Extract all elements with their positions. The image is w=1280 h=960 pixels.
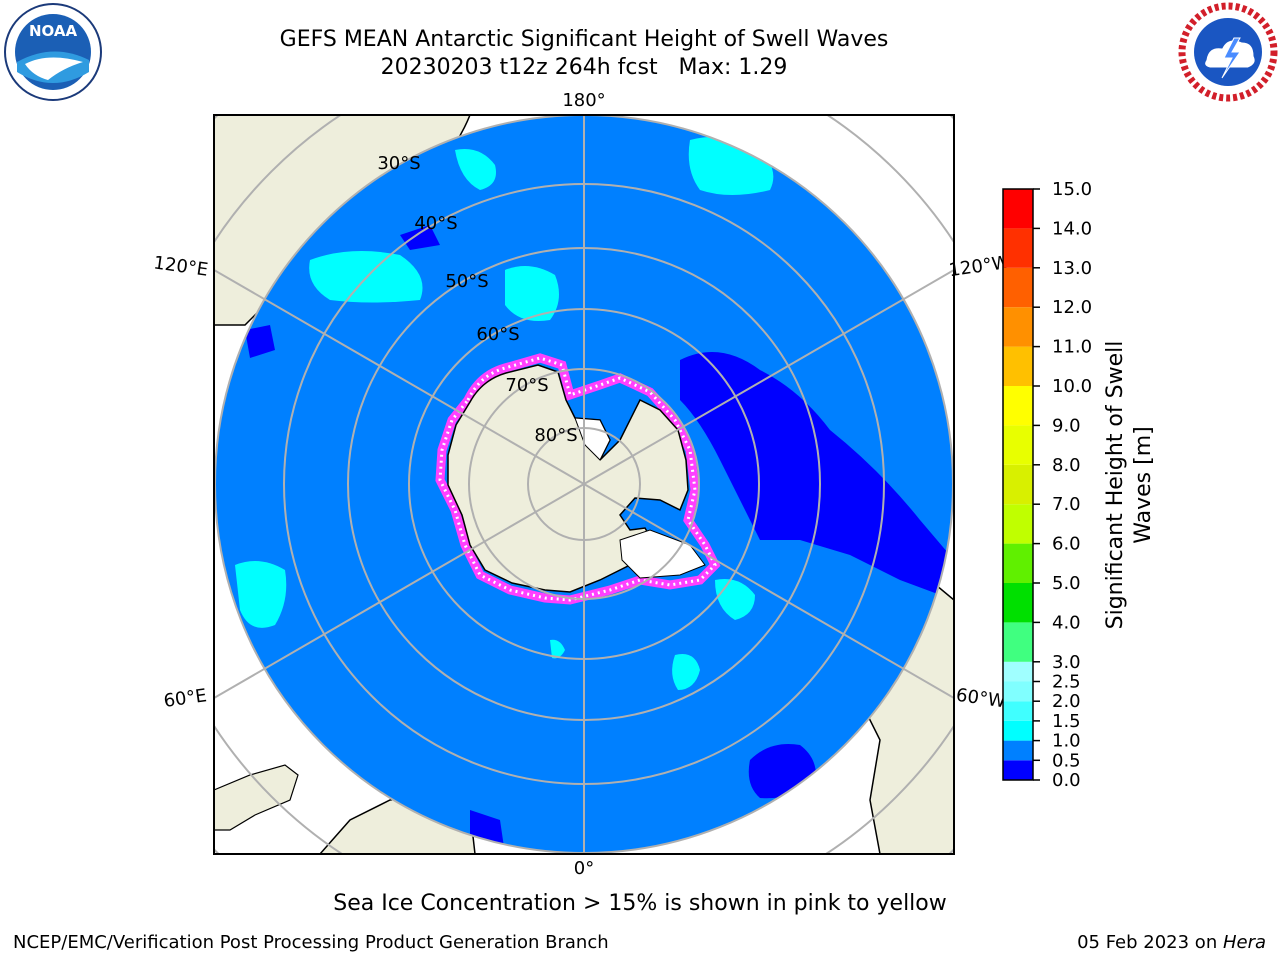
colorbar-band-17 (1003, 189, 1033, 229)
colorbar-tick-label-0: 0.0 (1052, 770, 1081, 791)
lat-label-30s: 30°S (377, 153, 420, 174)
madagascar-land (214, 764, 299, 831)
colorbar-band-2 (1003, 720, 1033, 741)
colorbar-tick-label-9: 6.0 (1052, 534, 1081, 555)
colorbar-tick-label-15: 12.0 (1052, 297, 1092, 318)
chart-subtitle: 20230203 t12z 264h fcst Max: 1.29 (380, 55, 788, 80)
lat-label-60s: 60°S (476, 324, 519, 345)
chart-title: GEFS MEAN Antarctic Significant Height o… (279, 27, 889, 52)
colorbar-band-5 (1003, 661, 1033, 682)
colorbar-band-13 (1003, 346, 1033, 386)
low-swell-region-east-pacific (680, 352, 953, 600)
colorbar-band-3 (1003, 701, 1033, 721)
colorbar-band-0 (1003, 760, 1033, 780)
colorbar-tick-label-14: 11.0 (1052, 337, 1092, 358)
colorbar-outline (1002, 188, 1034, 781)
colorbar-tick-label-3: 1.5 (1052, 711, 1081, 732)
footer-date: 05 Feb 2023 on Hera (1077, 932, 1266, 953)
colorbar-tick-label-18: 15.0 (1052, 179, 1092, 200)
colorbar-tick-label-12: 9.0 (1052, 415, 1081, 436)
lat-label-50s: 50°S (445, 271, 488, 292)
footer-date-text: 05 Feb 2023 on (1077, 932, 1223, 953)
colorbar-band-15 (1003, 267, 1033, 308)
colorbar-band-4 (1003, 681, 1033, 702)
colorbar-tick-label-6: 3.0 (1052, 652, 1081, 673)
colorbar-band-10 (1003, 464, 1033, 505)
colorbar-tick-label-4: 2.0 (1052, 691, 1081, 712)
colorbar-label-line2: Waves [m] (1131, 426, 1156, 543)
sea-ice-inner (438, 356, 717, 602)
noaa-logo: NOAA (4, 3, 102, 101)
colorbar-band-9 (1003, 504, 1033, 544)
footer-machine: Hera (1222, 932, 1266, 953)
colorbar-tick-label-11: 8.0 (1052, 455, 1081, 476)
lon-label-180: 180° (562, 90, 605, 111)
weddell-ice-shelf (619, 529, 706, 579)
colorbar-band-1 (1003, 740, 1033, 761)
nws-logo (1178, 2, 1278, 102)
colorbar-band-12 (1003, 386, 1033, 426)
colorbar-tick-label-7: 4.0 (1052, 612, 1081, 633)
colorbar-tick-label-13: 10.0 (1052, 376, 1092, 397)
colorbar-tick-label-2: 1.0 (1052, 731, 1081, 752)
low-swell-region-tasmania (400, 225, 440, 250)
colorbar-band-11 (1003, 425, 1033, 465)
lat-label-70s: 70°S (505, 375, 548, 396)
colorbar-label-line1: Significant Height of Swell (1103, 341, 1128, 630)
longitude-gridlines (214, 115, 954, 854)
colorbar-band-16 (1003, 228, 1033, 268)
colorbar-band-14 (1003, 307, 1033, 347)
colorbar-band-8 (1003, 543, 1033, 583)
colorbar-band-6 (1003, 622, 1033, 662)
sea-ice-caption: Sea Ice Concentration > 15% is shown in … (333, 891, 947, 916)
low-swell-region-australia (245, 325, 275, 358)
noaa-logo-text: NOAA (29, 22, 78, 40)
colorbar-band-7 (1003, 583, 1033, 623)
colorbar-tick-label-16: 13.0 (1052, 258, 1092, 279)
footer-producer: NCEP/EMC/Verification Post Processing Pr… (13, 932, 609, 953)
map-frame-border (213, 114, 955, 855)
colorbar-tick-label-17: 14.0 (1052, 218, 1092, 239)
colorbar-tick-label-8: 5.0 (1052, 573, 1081, 594)
colorbar-tick-label-10: 7.0 (1052, 494, 1081, 515)
antarctica-land (447, 364, 689, 593)
lat-label-40s: 40°S (414, 213, 457, 234)
lat-label-80s: 80°S (534, 425, 577, 446)
lon-label-0: 0° (574, 858, 594, 879)
colorbar-tick-label-5: 2.5 (1052, 672, 1081, 693)
colorbar-tick-label-1: 0.5 (1052, 750, 1081, 771)
